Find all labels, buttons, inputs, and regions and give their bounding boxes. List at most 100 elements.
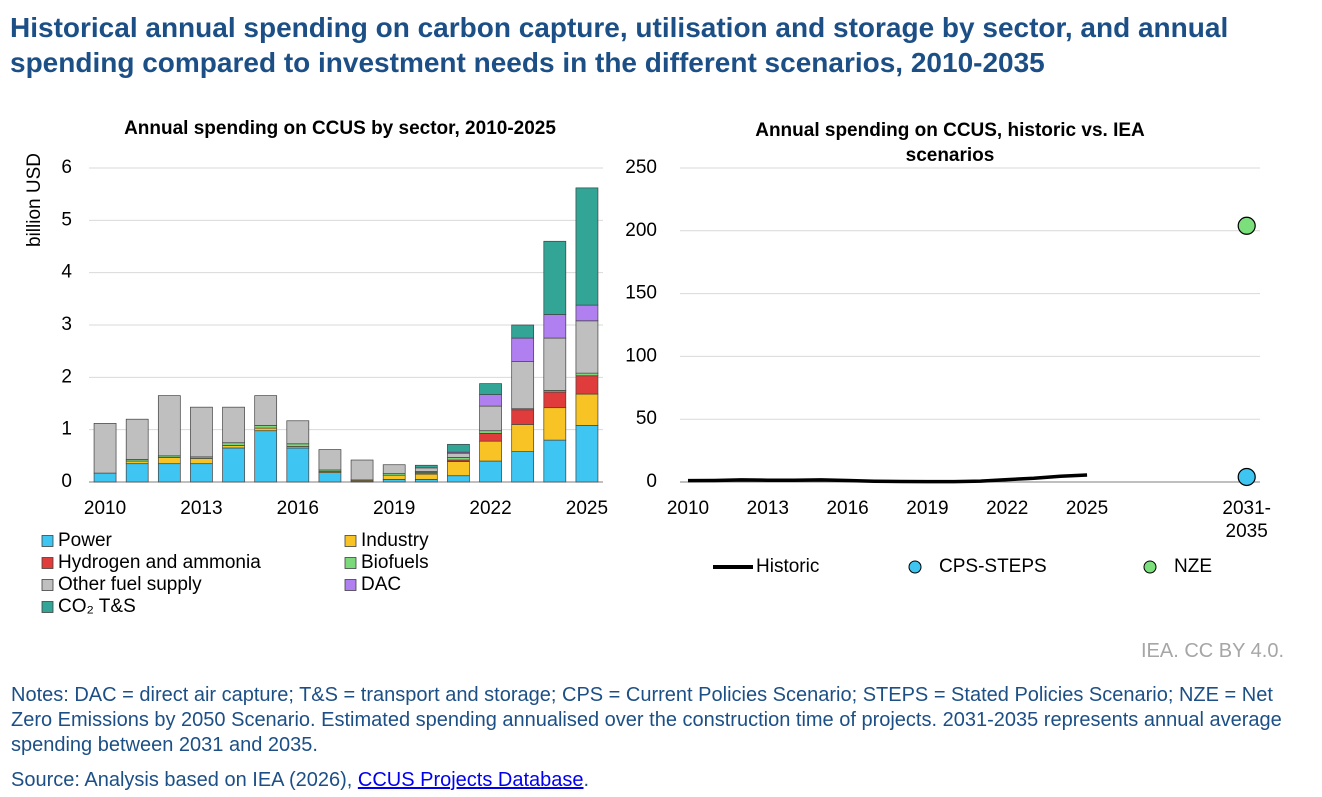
bar-segment [543,337,567,391]
x-tick-label: 2025 [566,498,608,519]
x-tick-label: 2013 [747,498,789,519]
legend-marker [908,560,922,574]
y-tick-label: 5 [61,209,72,230]
bar-segment [318,449,342,471]
legend-label: Hydrogen and ammonia [58,552,261,573]
bar-segment [479,440,502,462]
bar-segment [447,475,470,483]
y-tick-label: 6 [61,157,72,178]
x-tick-label: 2025 [1066,498,1108,519]
legend-label: Biofuels [361,552,429,573]
bar-segment [190,406,213,458]
bar-segment [575,425,599,483]
source-end: . [583,769,590,791]
legend-swatch [41,557,54,569]
bar-segment [254,430,278,483]
bar-segment [414,473,438,480]
bar-segment [511,409,535,425]
legend-label: DAC [361,574,401,595]
source-link[interactable]: CCUS Projects Database [357,769,584,791]
bar-segment [479,394,502,407]
bar-segment [543,407,567,441]
bar-segment [254,425,278,429]
bar-segment [222,447,245,483]
bar-segment [543,439,567,483]
x-tick-label: 2013 [180,498,222,519]
y-tick-label: 0 [646,471,657,492]
legend-label: Historic [756,556,819,577]
chart-title: Annual spending on CCUS by sector, 2010-… [124,118,556,139]
source-text: Source: Analysis based on IEA (2026), [11,769,358,791]
bar-segment [543,240,567,315]
x-tick-label: 2022 [986,498,1028,519]
scenario-point [1237,467,1256,487]
legend-label: Other fuel supply [58,574,202,595]
historic-line [687,473,1088,484]
legend-marker [1143,560,1157,574]
bar-segment [125,418,149,460]
bar-segment [157,463,181,483]
legend-label: Industry [361,530,429,551]
source: Source: Analysis based on IEA (2026), CC… [11,769,589,792]
x-tick-box: 2031-2035 [1222,498,1271,542]
bar-segment [286,447,310,483]
y-tick-label: 100 [625,345,657,366]
bar-segment [543,314,567,339]
bar-segment [447,443,470,453]
bar-segment [479,430,502,434]
x-tick-label: 2019 [906,498,948,519]
bar-segment [414,467,438,472]
bar-segment [382,479,406,483]
bar-segment [511,337,535,362]
bar-segment [511,424,535,452]
y-tick-label: 0 [61,471,72,492]
bar-segment [190,458,213,465]
bar-segment [222,445,245,449]
legend-label: CO₂ T&S [58,596,136,617]
x-tick-label: 2016 [826,498,868,519]
bar-segment [190,463,213,483]
credit: IEA. CC BY 4.0. [1140,640,1284,662]
bar-segment [125,460,149,465]
bar-segment [414,464,438,469]
bar-segment [511,451,535,483]
legend-swatch [41,535,54,547]
notes: Notes: DAC = direct air capture; T&S = t… [11,684,1282,756]
bar-segment [254,427,278,432]
legend-swatch [344,535,357,547]
y-tick-label: 50 [636,408,657,429]
y-tick-label: 150 [625,283,657,304]
bar-segment [575,375,599,395]
bar-segment [511,361,535,410]
y-tick-label: 2 [61,366,72,387]
y-tick-label: 200 [625,220,657,241]
bar-segment [254,395,278,426]
y-axis-title: billion USD [24,153,45,247]
bar-segment [511,324,535,339]
bar-segment [93,423,117,474]
bar-segment [575,372,599,377]
charts: Annual spending on CCUS by sector, 2010-… [24,118,1271,617]
bar-segment [479,383,502,395]
bar-segment [93,472,117,483]
bar-segment [479,432,502,442]
legend-label: NZE [1174,556,1212,577]
x-tick-label: 2019 [373,498,415,519]
page-title: Historical annual spending on carbon cap… [10,12,1229,78]
x-tick-label: 2010 [667,498,709,519]
chart-title: Annual spending on CCUS, historic vs. IE… [755,120,1145,166]
legend-label: Power [58,530,113,551]
bar-segment [382,474,406,480]
scenario-point [1237,216,1256,235]
bar-segment [286,420,310,445]
legend-label: CPS-STEPS [939,556,1047,577]
bar-segment [479,405,502,432]
y-tick-label: 250 [625,157,657,178]
legend-swatch [41,601,54,613]
legend-swatch [344,579,357,591]
y-tick-label: 3 [61,314,72,335]
bar-segment [543,391,567,409]
bar-segment [479,460,502,483]
bar-segment [125,463,149,483]
